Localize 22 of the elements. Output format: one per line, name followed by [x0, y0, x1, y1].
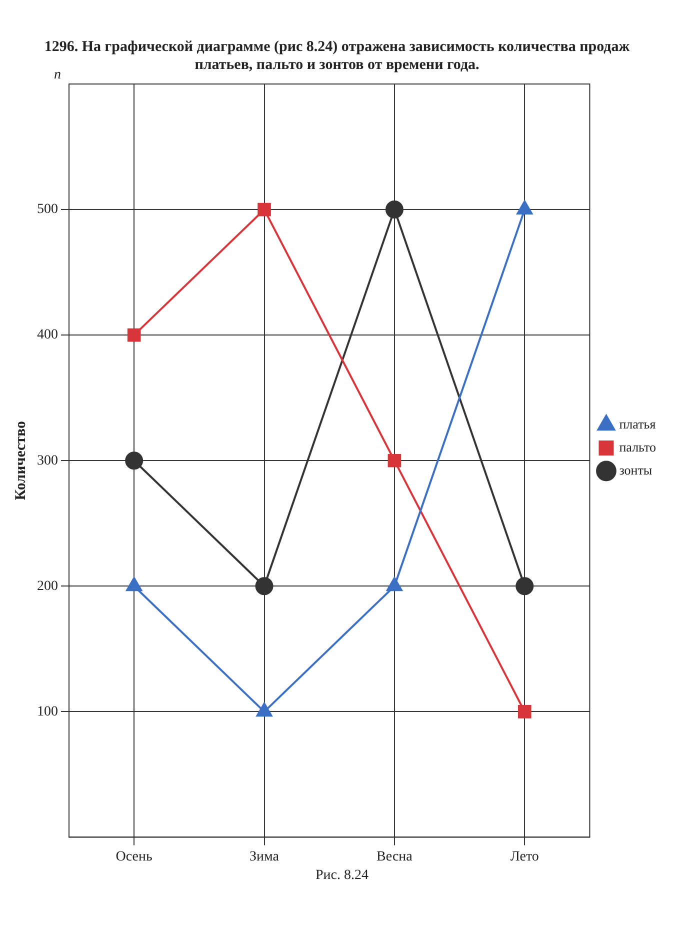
point — [125, 452, 144, 470]
y-tick-label: 100 — [37, 704, 58, 720]
point — [516, 577, 534, 596]
x-tick-label: Весна — [376, 849, 414, 864]
point — [258, 202, 271, 216]
y-axis-title: Количество — [12, 420, 29, 500]
point — [518, 705, 532, 718]
point — [385, 200, 404, 219]
y-tick-label: 500 — [37, 202, 58, 218]
x-tick-label: Зима — [250, 849, 280, 864]
point — [255, 577, 274, 596]
y-tick-label: 300 — [37, 453, 58, 468]
legend-label: пальто — [619, 439, 656, 454]
y-tick-label: 200 — [37, 578, 58, 594]
legend-label: зонты — [619, 462, 652, 478]
point — [127, 328, 141, 342]
point — [388, 454, 402, 468]
x-tick-label: Осень — [116, 849, 152, 864]
legend-label: платья — [619, 416, 656, 432]
text: Рис. 8.24 — [314, 868, 370, 884]
y-tick-label: 400 — [37, 328, 58, 343]
x-tick-label: Лето — [510, 849, 539, 864]
